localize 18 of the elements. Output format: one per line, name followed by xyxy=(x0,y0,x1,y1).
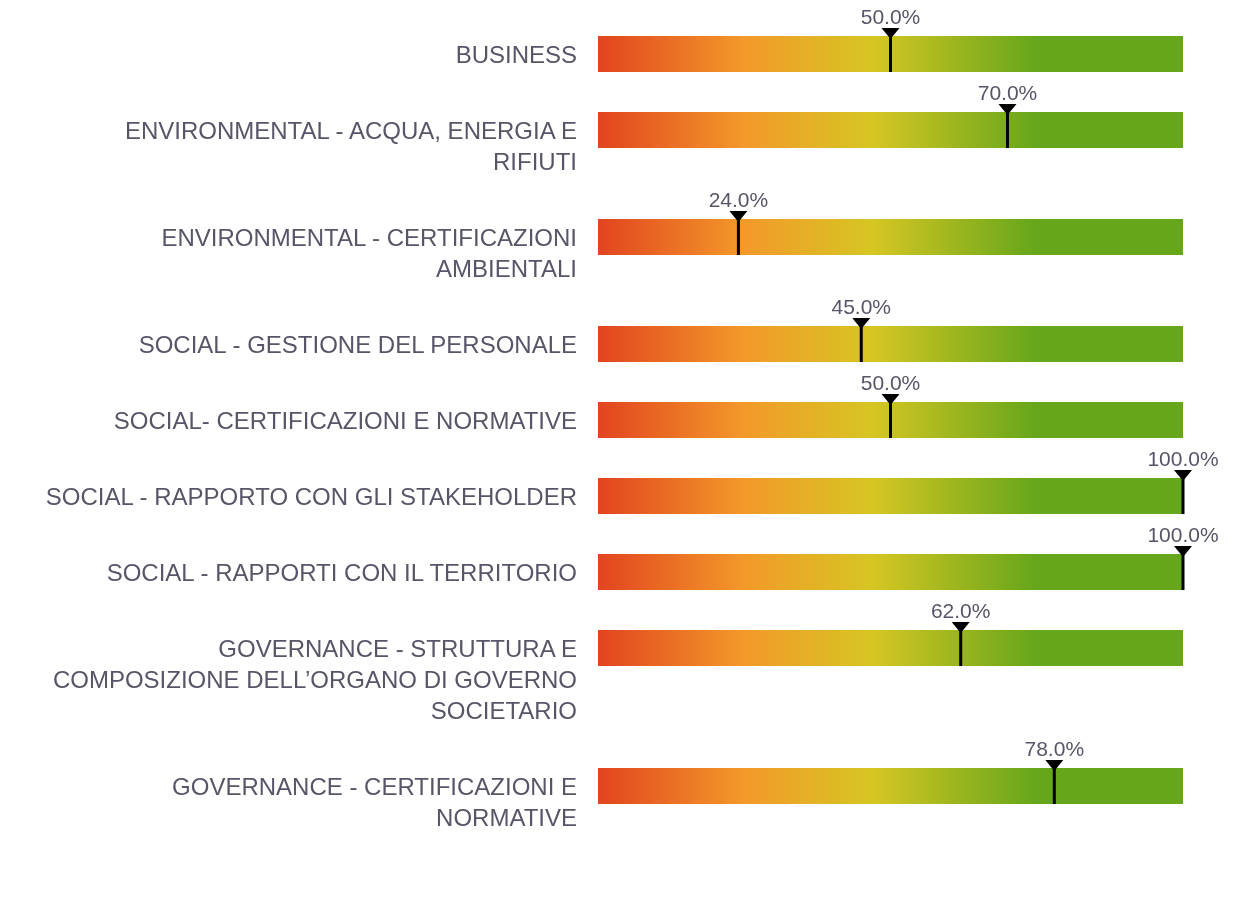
category-label: SOCIAL - RAPPORTI CON IL TERRITORIO xyxy=(106,558,577,586)
data-label: 78.0% xyxy=(1024,737,1085,760)
category-label: ENVIRONMENTAL - CERTIFICAZIONI AMBIENTALI xyxy=(161,223,577,282)
data-label: 62.0% xyxy=(930,599,991,622)
data-label: 100.0% xyxy=(1147,523,1219,546)
data-label: 100.0% xyxy=(1147,447,1219,470)
category-label: GOVERNANCE - CERTIFICAZIONI E NORMATIVE xyxy=(172,772,577,831)
category-label: SOCIAL - GESTIONE DEL PERSONALE xyxy=(138,330,577,358)
category-label: SOCIAL - RAPPORTO CON GLI STAKEHOLDER xyxy=(45,482,577,510)
category-label: SOCIAL- CERTIFICAZIONI E NORMATIVE xyxy=(113,406,577,434)
data-label: 50.0% xyxy=(860,371,921,394)
category-label: BUSINESS xyxy=(455,40,577,68)
data-label: 70.0% xyxy=(977,81,1038,104)
category-label: GOVERNANCE - STRUTTURA E COMPOSIZIONE DELL’ORGANO DI GOVERNO SOCIETARIO xyxy=(52,634,577,724)
data-label: 24.0% xyxy=(708,188,769,211)
category-label: ENVIRONMENTAL - ACQUA, ENERGIA E RIFIUTI xyxy=(124,116,577,175)
data-label: 50.0% xyxy=(860,5,921,28)
data-label: 45.0% xyxy=(831,295,892,318)
